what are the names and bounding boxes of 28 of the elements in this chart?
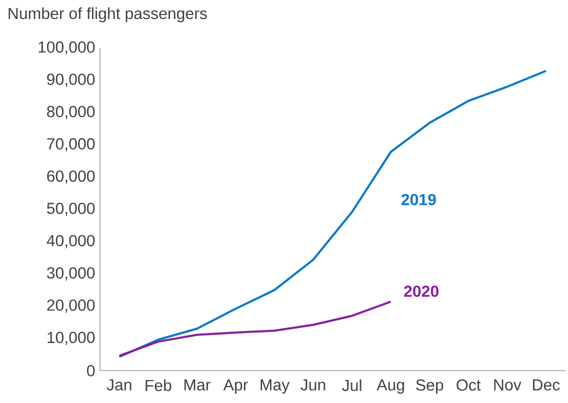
x-tick-label: Nov <box>494 380 522 391</box>
y-tick-label: 80,000 <box>47 106 95 120</box>
series-label: 2020 <box>404 286 438 298</box>
y-tick-label: 20,000 <box>47 300 95 313</box>
y-tick-label: 10,000 <box>48 332 95 346</box>
y-tick-label: 0 <box>87 365 95 376</box>
x-tick-label: Feb <box>146 380 172 392</box>
x-tick-label: May <box>260 380 290 394</box>
x-tick-label: Sep <box>416 380 444 394</box>
x-tick-label: Oct <box>456 380 481 391</box>
y-tick-label: 40,000 <box>46 235 95 248</box>
series-label: 2019 <box>401 194 436 206</box>
y-tick-label: 90,000 <box>47 74 95 88</box>
y-tick-label: 60,000 <box>47 170 95 184</box>
x-tick-label: Jul <box>342 380 362 392</box>
x-tick-label: Dec <box>533 380 560 391</box>
y-tick-label: 70,000 <box>47 138 95 152</box>
y-axis-title: Number of flight passengers <box>8 8 207 22</box>
x-tick-label: Mar <box>184 380 210 391</box>
x-tick-label: Jan <box>106 380 132 391</box>
y-tick-label: 100,000 <box>38 42 95 55</box>
x-tick-label: Jun <box>300 380 326 391</box>
y-tick-label: 30,000 <box>46 267 95 281</box>
line-series <box>118 300 392 358</box>
y-tick-label: 50,000 <box>47 202 95 216</box>
x-tick-label: Aug <box>376 380 404 394</box>
line-series <box>118 70 548 358</box>
x-tick-label: Apr <box>223 380 248 394</box>
